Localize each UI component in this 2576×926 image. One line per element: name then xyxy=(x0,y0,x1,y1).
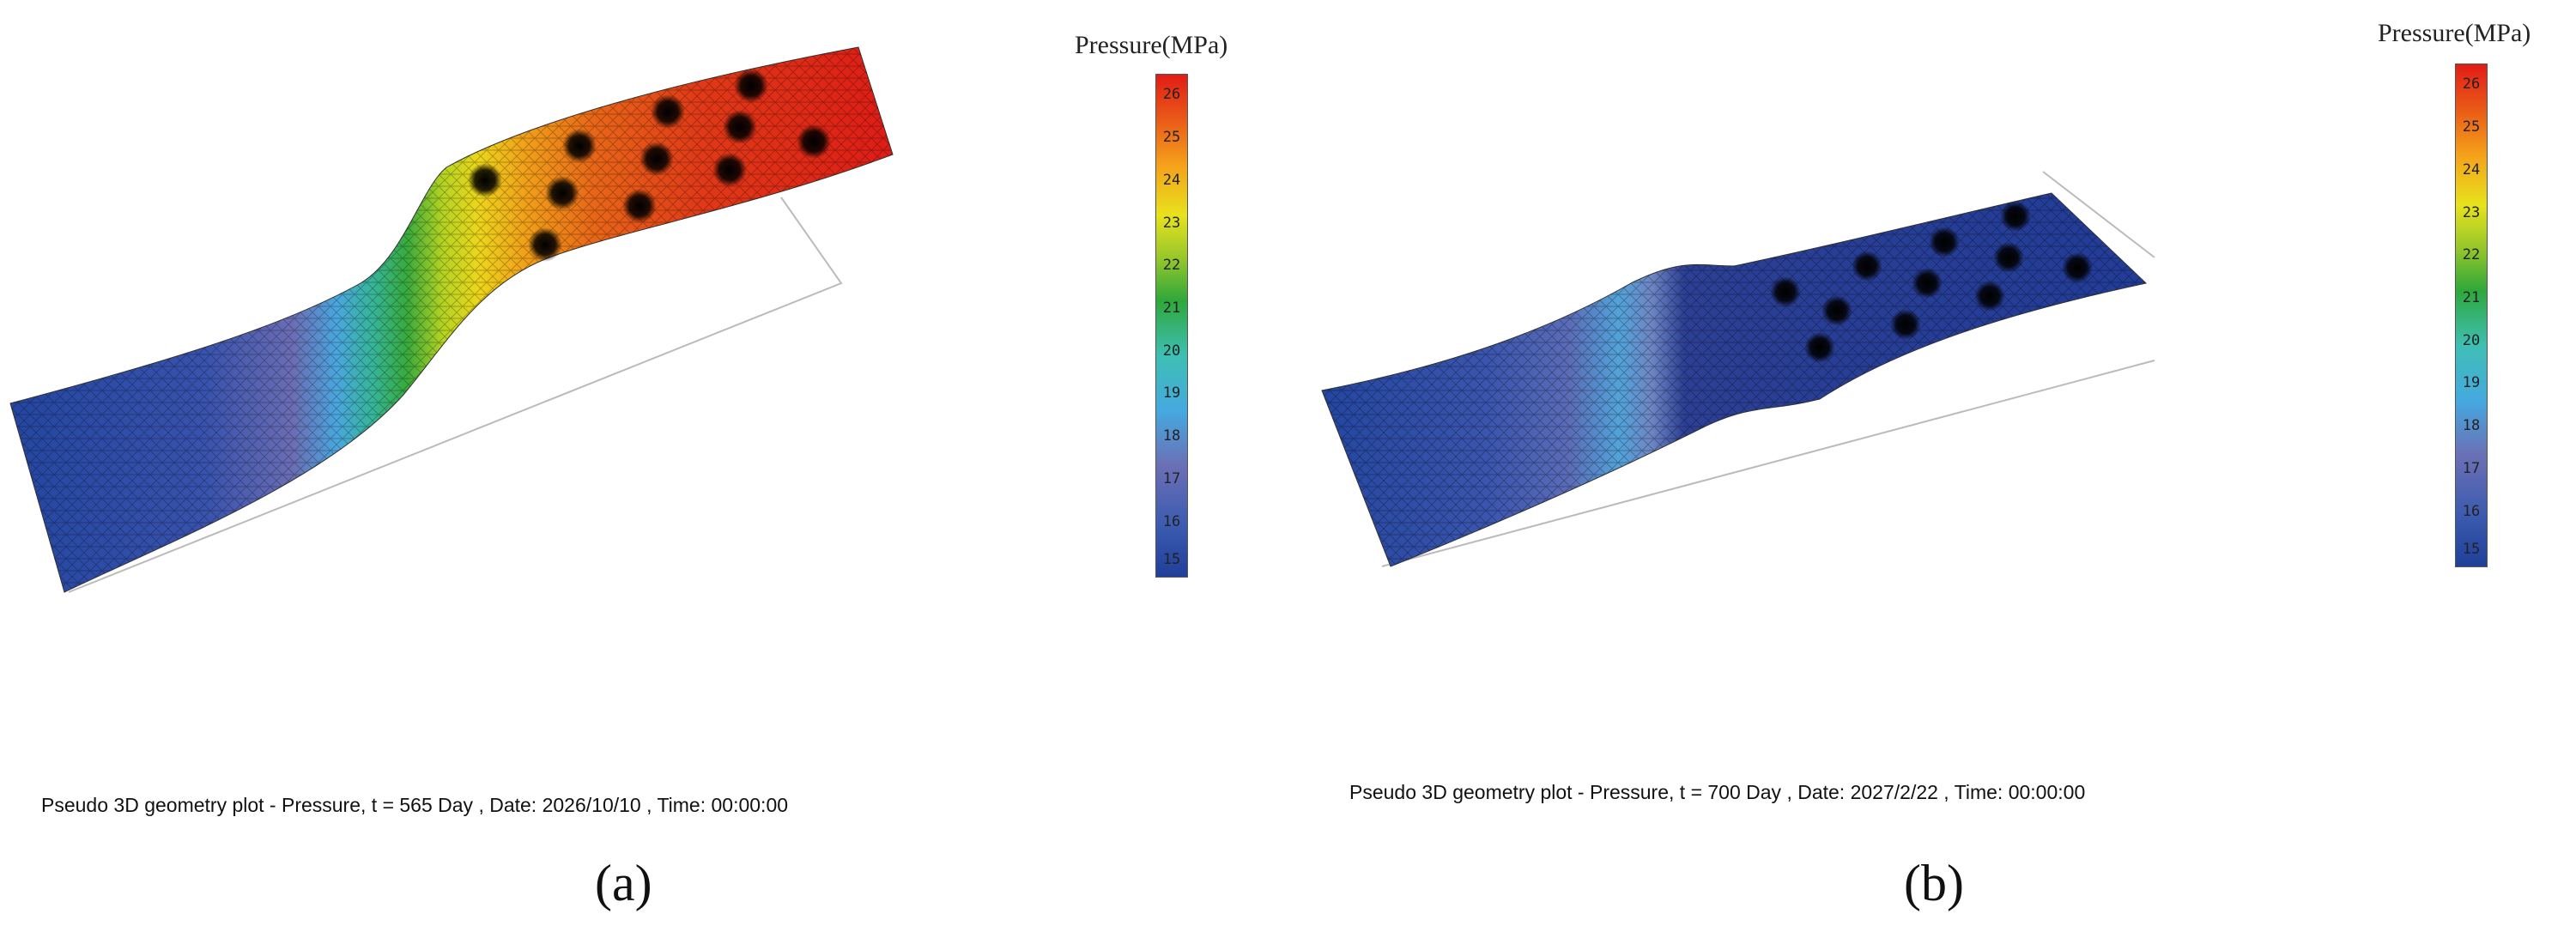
colorbar-title: Pressure(MPa) xyxy=(1075,31,1228,59)
colorbar-tick: 21 xyxy=(1162,300,1181,318)
pressure-surface-plot-a xyxy=(9,46,894,593)
bounding-box-outline xyxy=(68,197,843,593)
colorbar-tick: 18 xyxy=(2462,417,2481,435)
colorbar-tick: 25 xyxy=(1162,129,1181,147)
well-marker xyxy=(1821,295,1852,326)
well-marker xyxy=(1890,309,1921,340)
colorbar-tick: 15 xyxy=(1162,550,1181,568)
well-marker xyxy=(1852,251,1882,281)
well-marker xyxy=(651,94,685,129)
well-marker xyxy=(562,129,597,163)
colorbar-tick: 17 xyxy=(1162,469,1181,487)
well-marker xyxy=(639,142,674,176)
colorbar-tick: 15 xyxy=(2462,540,2481,558)
colorbar-tick: 23 xyxy=(2462,203,2481,221)
well-marker xyxy=(1804,332,1835,363)
pressure-surface-plot-b xyxy=(1321,171,2155,567)
well-marker xyxy=(1929,227,1960,257)
colorbar-tick: 22 xyxy=(1162,257,1181,275)
well-marker xyxy=(2062,252,2093,283)
panel-label: (b) xyxy=(1904,855,1964,911)
colorbar-tick: 26 xyxy=(2462,76,2481,94)
well-marker xyxy=(1912,268,1943,299)
colorbar-tick: 23 xyxy=(1162,214,1181,232)
wells-a xyxy=(468,69,831,262)
colorbar-tick: 22 xyxy=(2462,246,2481,264)
well-marker xyxy=(2000,201,2031,232)
well-marker xyxy=(528,227,562,262)
colorbar-tick: 26 xyxy=(1162,86,1181,104)
panel-a: Pressure(MPa) 26 25 24 23 22 21 20 19 18… xyxy=(9,31,1228,911)
mesh-overlay-b xyxy=(1322,193,2146,566)
well-marker xyxy=(1770,276,1801,307)
colorbar-tick: 19 xyxy=(1162,384,1181,402)
well-marker xyxy=(1974,281,2005,312)
colorbar-tick: 17 xyxy=(2462,459,2481,477)
plot-caption: Pseudo 3D geometry plot - Pressure, t = … xyxy=(1349,781,2086,803)
panel-label: (a) xyxy=(595,855,652,911)
plot-caption: Pseudo 3D geometry plot - Pressure, t = … xyxy=(41,794,789,816)
well-marker xyxy=(734,69,768,103)
colorbar: 26 25 24 23 22 21 20 19 18 17 16 15 xyxy=(1155,74,1188,578)
well-marker xyxy=(622,189,657,223)
colorbar-tick: 16 xyxy=(2462,502,2481,520)
well-marker xyxy=(1993,242,2024,273)
bounding-box-outline xyxy=(1381,171,2155,567)
colorbar-tick: 24 xyxy=(1162,171,1181,189)
colorbar-tick: 18 xyxy=(1162,427,1181,445)
wells-b xyxy=(1770,201,2093,363)
well-marker xyxy=(712,153,747,187)
colorbar-tick: 20 xyxy=(1162,342,1181,360)
well-marker xyxy=(723,110,757,144)
colorbar-tick: 24 xyxy=(2462,160,2481,179)
colorbar-tick: 21 xyxy=(2462,289,2481,307)
colorbar: 26 25 24 23 22 21 20 19 18 17 16 15 xyxy=(2455,64,2488,567)
colorbar-title: Pressure(MPa) xyxy=(2378,19,2531,47)
colorbar-tick: 20 xyxy=(2462,331,2481,349)
colorbar-tick: 19 xyxy=(2462,374,2481,392)
mesh-overlay-a xyxy=(10,47,893,592)
well-marker xyxy=(545,176,579,210)
well-marker xyxy=(797,124,831,159)
well-marker xyxy=(468,163,502,197)
colorbar-tick: 16 xyxy=(1162,512,1181,530)
panel-b: Pressure(MPa) 26 25 24 23 22 21 20 19 18… xyxy=(1288,0,2576,926)
colorbar-tick: 25 xyxy=(2462,118,2481,136)
